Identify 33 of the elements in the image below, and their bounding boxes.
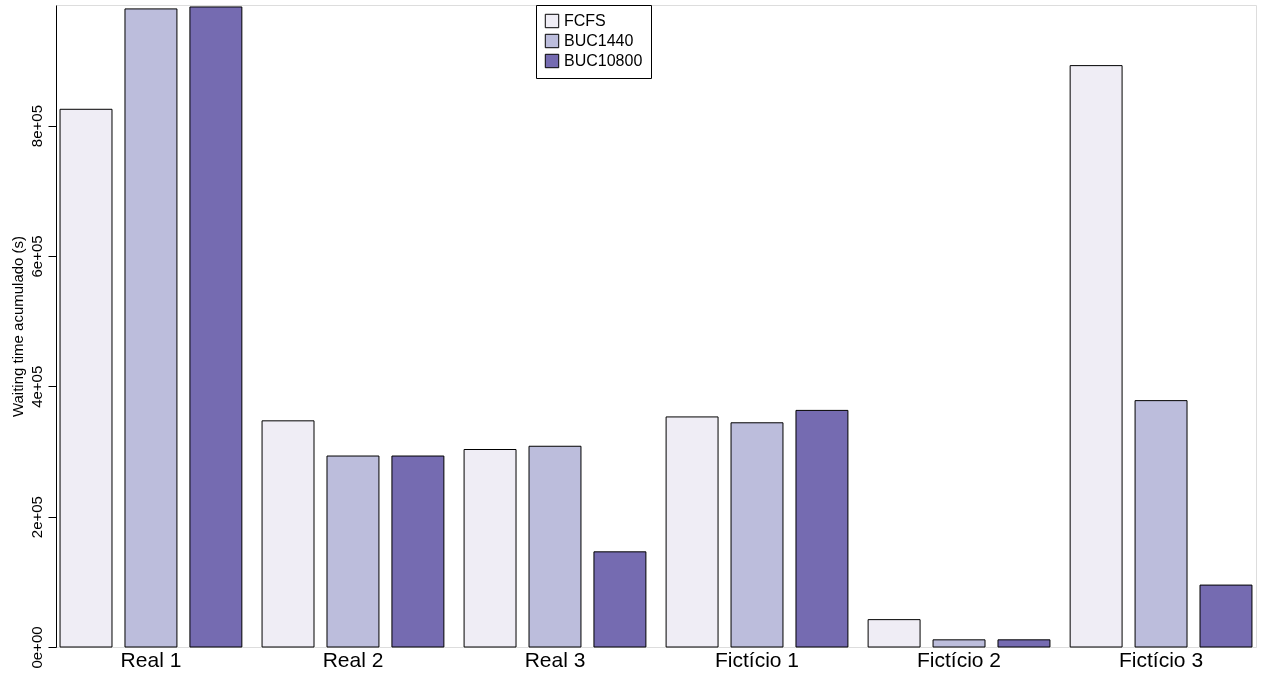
x-tick-label: Real 2 bbox=[322, 647, 384, 671]
legend-label: BUC1440 bbox=[564, 32, 634, 49]
y-tick-label: 0e+00 bbox=[27, 626, 45, 669]
bar bbox=[730, 422, 784, 648]
y-tick-label: 6e+05 bbox=[27, 235, 45, 278]
bar bbox=[1069, 65, 1123, 648]
bar bbox=[867, 619, 921, 648]
bar bbox=[665, 416, 719, 648]
bar bbox=[1199, 584, 1253, 648]
y-axis-title: Waiting time acumulado (s) bbox=[8, 235, 26, 418]
bar bbox=[124, 8, 178, 648]
legend-label: FCFS bbox=[564, 12, 606, 29]
bar bbox=[795, 409, 849, 648]
x-tick-label: Real 3 bbox=[524, 647, 586, 671]
y-tick-label: 8e+05 bbox=[27, 105, 45, 148]
bar bbox=[59, 108, 113, 648]
x-tick-label: Fictício 3 bbox=[1119, 647, 1204, 671]
bar bbox=[997, 639, 1051, 648]
bar bbox=[593, 551, 647, 648]
legend-label: BUC10800 bbox=[564, 52, 643, 69]
x-tick-label: Real 1 bbox=[120, 647, 182, 671]
bar bbox=[326, 455, 380, 648]
x-tick-label: Fictício 2 bbox=[917, 647, 1002, 671]
y-tick-label: 4e+05 bbox=[27, 365, 45, 408]
bar bbox=[528, 445, 582, 648]
bar bbox=[1134, 400, 1188, 648]
y-tick-label: 2e+05 bbox=[27, 496, 45, 539]
bar bbox=[463, 449, 517, 648]
bar bbox=[261, 420, 315, 648]
bar bbox=[932, 639, 986, 648]
bar bbox=[189, 6, 243, 648]
x-tick-label: Fictício 1 bbox=[714, 647, 800, 671]
bar bbox=[391, 455, 445, 648]
